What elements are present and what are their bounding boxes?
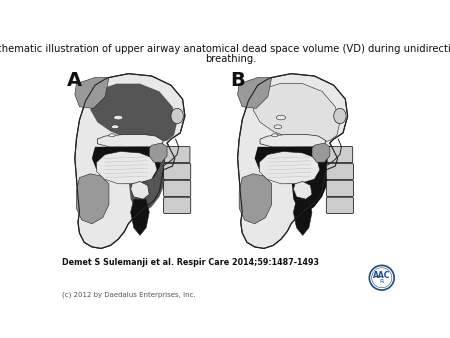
Polygon shape (149, 143, 167, 162)
Text: breathing.: breathing. (205, 54, 256, 64)
FancyBboxPatch shape (326, 197, 353, 213)
Polygon shape (75, 77, 109, 108)
Polygon shape (259, 151, 320, 184)
Polygon shape (97, 135, 163, 147)
Polygon shape (76, 174, 109, 224)
FancyBboxPatch shape (326, 163, 353, 179)
Text: (c) 2012 by Daedalus Enterprises, Inc.: (c) 2012 by Daedalus Enterprises, Inc. (63, 292, 196, 298)
Polygon shape (238, 74, 348, 248)
Polygon shape (92, 147, 162, 184)
Polygon shape (97, 151, 157, 184)
Text: A: A (67, 71, 82, 90)
Text: Demet S Sulemanji et al. Respir Care 2014;59:1487-1493: Demet S Sulemanji et al. Respir Care 201… (63, 258, 320, 267)
Polygon shape (292, 141, 330, 212)
Text: AAC: AAC (373, 271, 391, 280)
Text: B: B (230, 71, 245, 90)
Polygon shape (130, 199, 149, 235)
FancyBboxPatch shape (327, 146, 353, 163)
Ellipse shape (109, 134, 115, 137)
Text: R: R (380, 279, 384, 284)
Polygon shape (293, 182, 312, 199)
Polygon shape (239, 174, 272, 224)
Ellipse shape (334, 108, 346, 124)
FancyBboxPatch shape (164, 197, 191, 213)
FancyBboxPatch shape (164, 163, 191, 179)
Ellipse shape (171, 108, 183, 124)
Ellipse shape (272, 134, 278, 137)
Polygon shape (238, 77, 272, 108)
Polygon shape (312, 143, 330, 162)
FancyBboxPatch shape (164, 146, 190, 163)
Polygon shape (130, 182, 149, 199)
Polygon shape (253, 84, 340, 143)
Polygon shape (129, 141, 167, 212)
Ellipse shape (274, 125, 282, 129)
Polygon shape (260, 135, 326, 147)
Ellipse shape (111, 125, 119, 129)
FancyBboxPatch shape (326, 180, 353, 196)
Text: Schematic illustration of upper airway anatomical dead space volume (VD) during : Schematic illustration of upper airway a… (0, 44, 450, 54)
Polygon shape (255, 147, 324, 184)
Ellipse shape (276, 115, 286, 120)
Polygon shape (90, 84, 177, 143)
Polygon shape (75, 74, 185, 248)
Ellipse shape (113, 115, 123, 120)
FancyBboxPatch shape (164, 180, 191, 196)
Polygon shape (293, 199, 312, 235)
